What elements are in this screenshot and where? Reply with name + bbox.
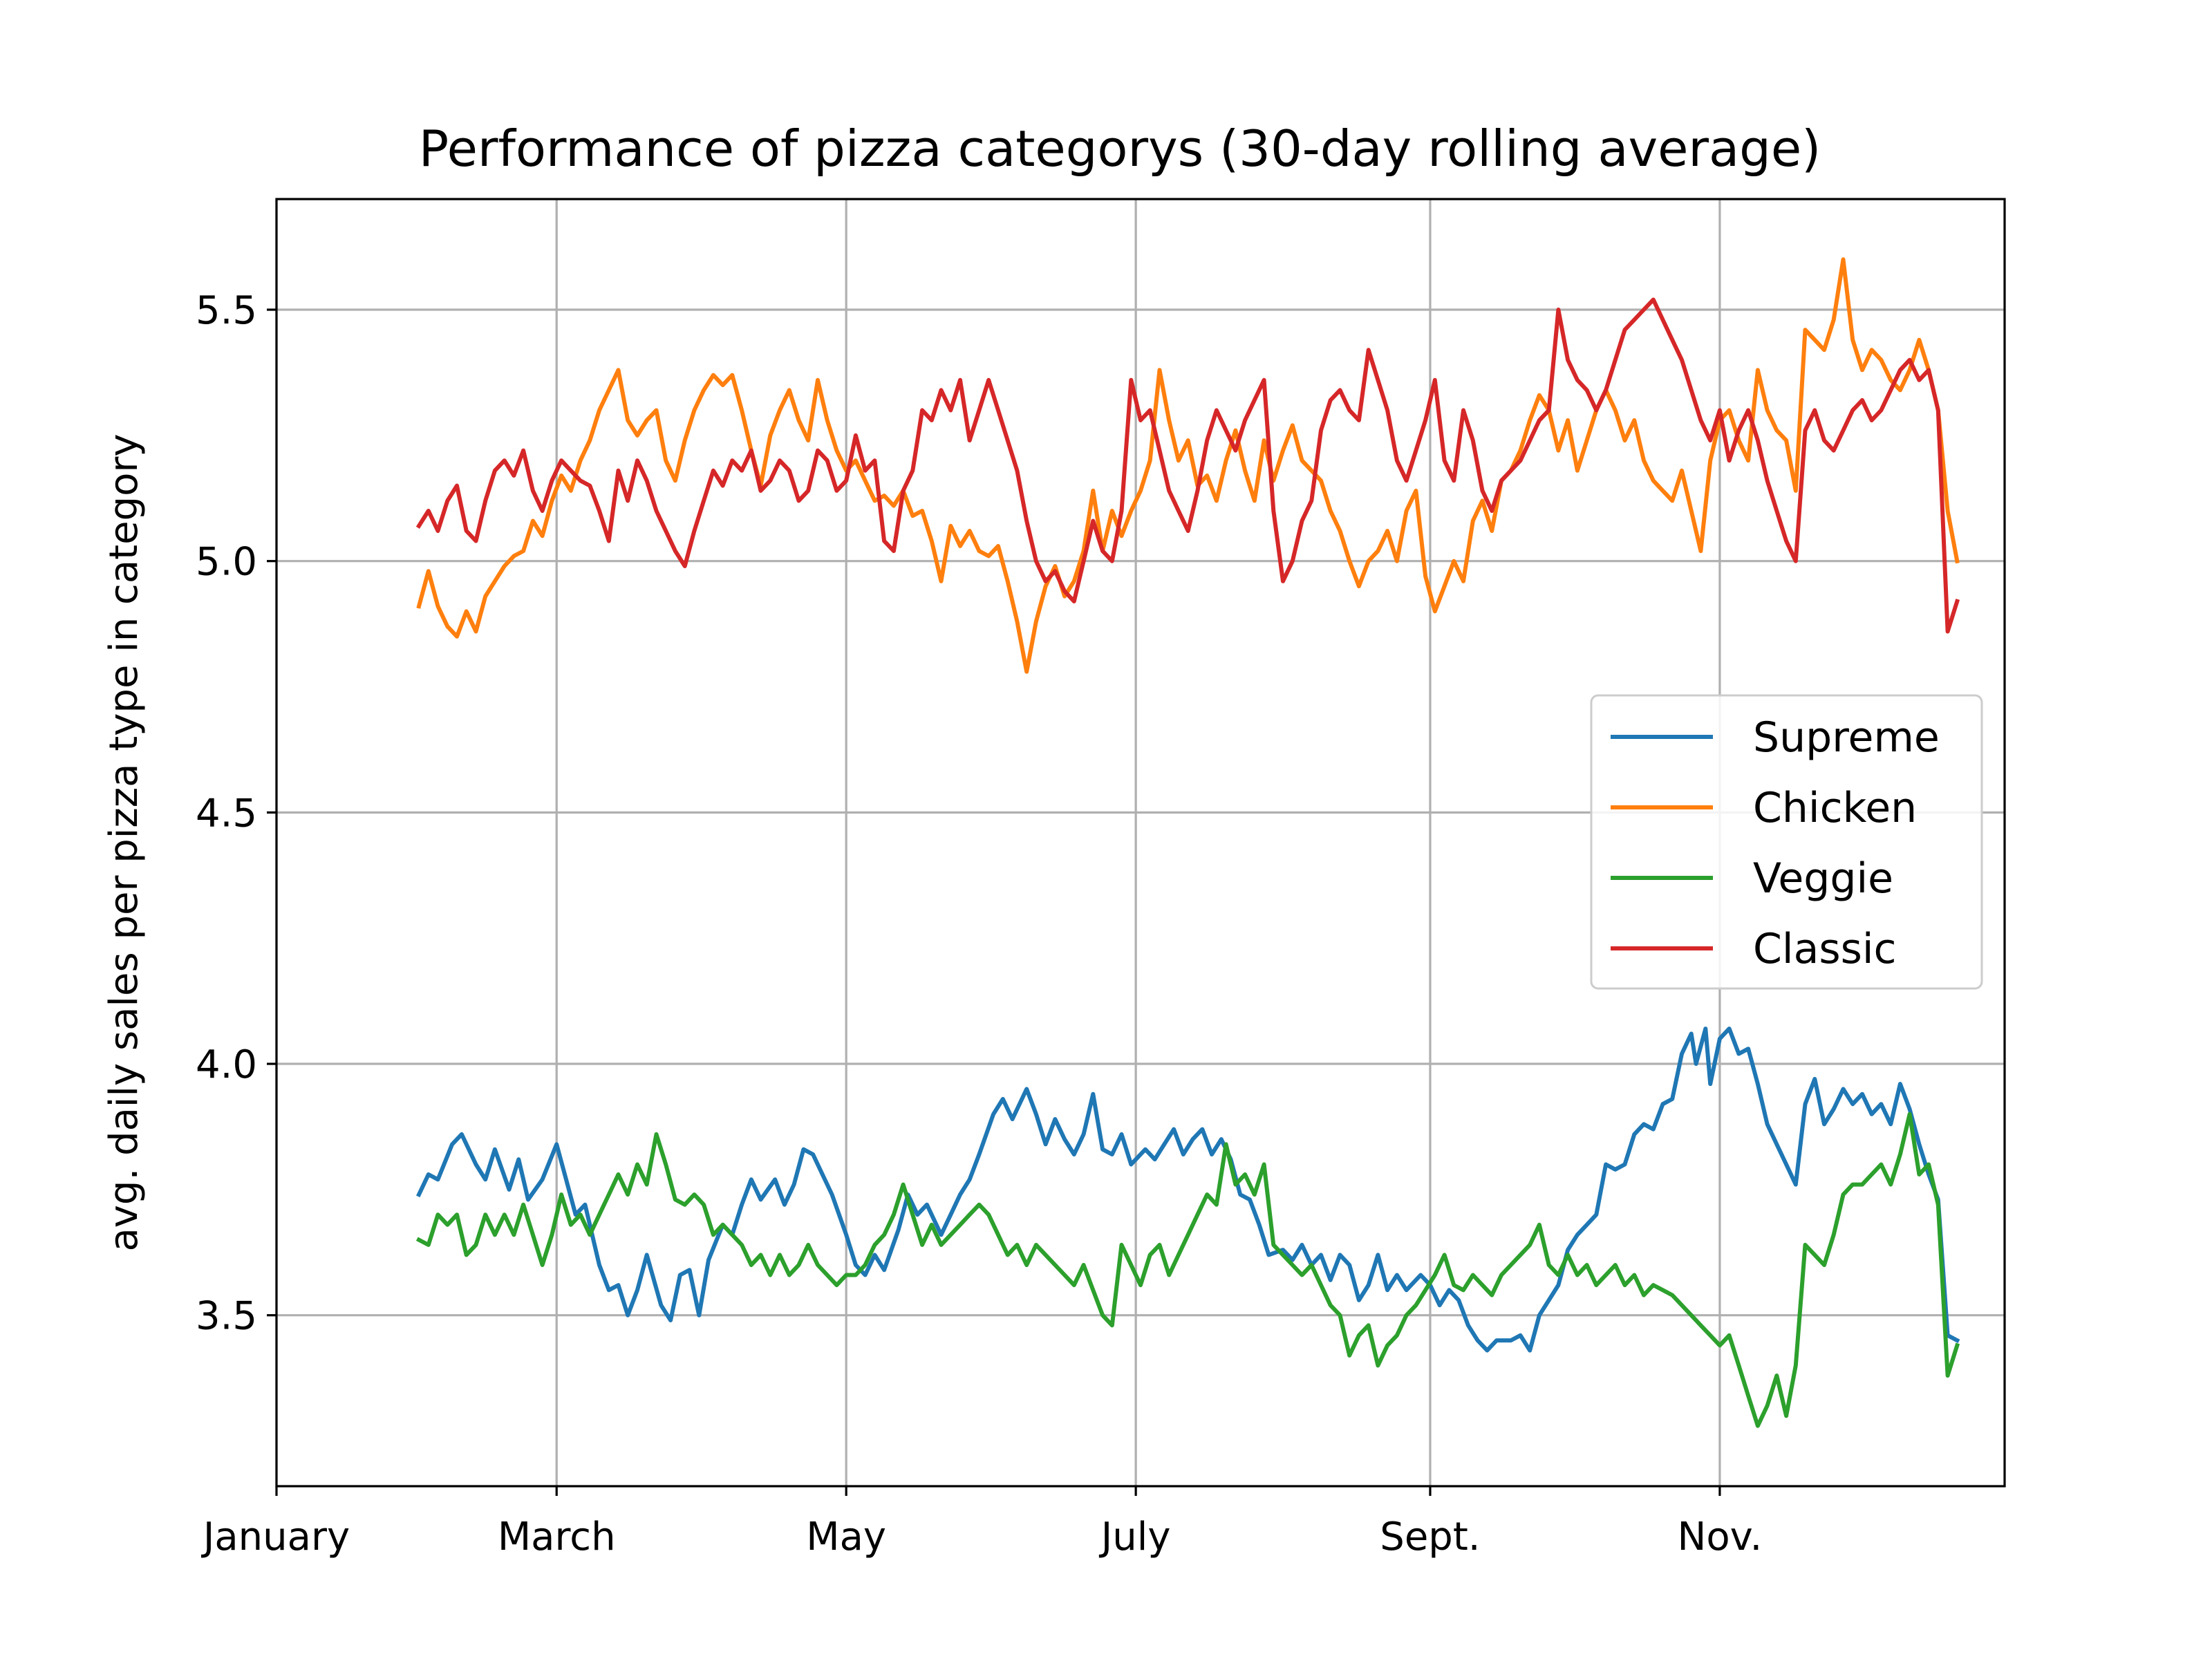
x-tick-label: Sept. (1380, 1515, 1480, 1559)
x-axis: January March May July Sept. Nov. (201, 1486, 1762, 1559)
plot-frame (275, 198, 2006, 1488)
series-line-veggie (415, 1112, 1960, 1428)
grid-lines (275, 199, 2005, 1486)
x-tick-label: July (1099, 1515, 1171, 1559)
legend-box (1590, 694, 1983, 990)
x-tick-label: May (806, 1515, 886, 1559)
y-tick-label: 5.5 (196, 288, 257, 333)
y-axis-label: avg. daily sales per pizza type in categ… (102, 433, 147, 1251)
legend-label-chicken: Chicken (1753, 784, 1917, 832)
x-tick-label: March (498, 1515, 616, 1559)
x-tick-label: January (201, 1515, 350, 1559)
legend: Supreme Chicken Veggie Classic (1590, 694, 1983, 990)
legend-label-classic: Classic (1753, 925, 1897, 973)
chart-title: Performance of pizza categorys (30-day r… (419, 120, 1821, 178)
y-tick-label: 4.0 (196, 1042, 257, 1087)
y-tick-label: 5.0 (196, 540, 257, 585)
y-tick-label: 3.5 (196, 1294, 257, 1339)
series-line-chicken (416, 257, 1960, 674)
y-tick-label: 4.5 (196, 791, 257, 836)
series-line-classic (415, 297, 1960, 634)
data-series-group (415, 257, 1960, 1428)
legend-label-supreme: Supreme (1753, 713, 1940, 762)
y-axis: 3.5 4.0 4.5 5.0 5.5 (196, 288, 276, 1339)
legend-label-veggie: Veggie (1753, 854, 1893, 903)
x-tick-label: Nov. (1678, 1515, 1763, 1559)
series-line-supreme (416, 1027, 1960, 1353)
